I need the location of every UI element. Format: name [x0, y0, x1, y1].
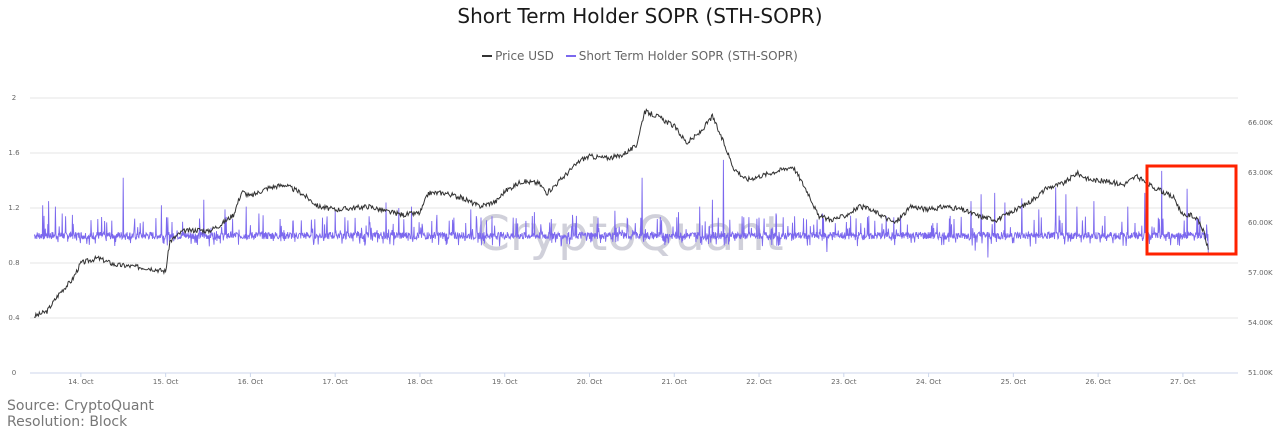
footer: Source: CryptoQuant Resolution: Block: [7, 398, 154, 430]
legend-item-sopr[interactable]: Short Term Holder SOPR (STH-SOPR): [565, 49, 798, 63]
x-tick-13: 27. Oct: [1170, 378, 1196, 386]
y-right-tick-5: 66.00K: [1248, 119, 1273, 127]
legend-swatch-sopr: [565, 55, 576, 57]
x-tick-0: 14. Oct: [68, 378, 94, 386]
x-tick-4: 18. Oct: [407, 378, 433, 386]
x-tick-5: 19. Oct: [492, 378, 518, 386]
source-note: Source: CryptoQuant: [7, 398, 154, 414]
y-right-tick-3: 60.00K: [1248, 219, 1273, 227]
x-tick-12: 26. Oct: [1085, 378, 1111, 386]
y-left-tick-4: 1.6: [8, 149, 20, 157]
y-right-tick-4: 63.00K: [1248, 169, 1273, 177]
legend: Price USD Short Term Holder SOPR (STH-SO…: [0, 46, 1280, 63]
watermark: CryptoQuant: [476, 206, 783, 262]
y-right-tick-2: 57.00K: [1248, 269, 1273, 277]
chart-title: Short Term Holder SOPR (STH-SOPR): [457, 4, 823, 28]
y-left-tick-0: 0: [12, 369, 16, 377]
price-series-line: [34, 108, 1209, 318]
highlight-box: [1145, 164, 1238, 256]
x-tick-1: 15. Oct: [153, 378, 179, 386]
resolution-note: Resolution: Block: [7, 414, 128, 430]
sopr-series-line: [33, 159, 1209, 258]
legend-label-price: Price USD: [495, 49, 554, 63]
x-tick-7: 21. Oct: [662, 378, 688, 386]
x-tick-6: 20. Oct: [577, 378, 603, 386]
x-tick-8: 22. Oct: [746, 378, 772, 386]
x-tick-10: 24. Oct: [916, 378, 942, 386]
y-left-tick-3: 1.2: [8, 204, 19, 212]
y-left-tick-2: 0.8: [8, 259, 19, 267]
y-right-tick-1: 54.00K: [1248, 319, 1273, 327]
x-tick-11: 25. Oct: [1001, 378, 1027, 386]
y-left-tick-1: 0.4: [8, 314, 20, 322]
legend-label-sopr: Short Term Holder SOPR (STH-SOPR): [578, 49, 798, 63]
y-left-tick-5: 2: [12, 94, 16, 102]
x-tick-3: 17. Oct: [322, 378, 348, 386]
x-tick-2: 16. Oct: [238, 378, 264, 386]
legend-item-price[interactable]: Price USD: [482, 49, 554, 63]
legend-swatch-price: [482, 55, 493, 57]
x-tick-9: 23. Oct: [831, 378, 857, 386]
y-right-tick-0: 51.00K: [1248, 369, 1273, 377]
